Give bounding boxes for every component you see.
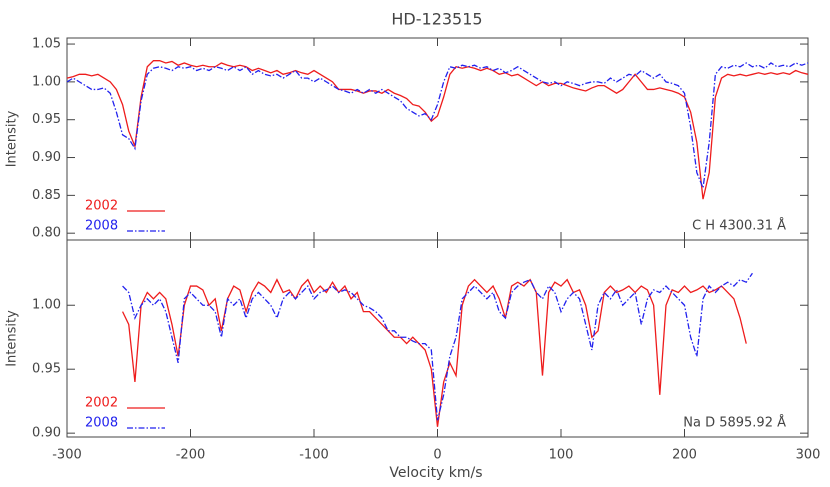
y-tick-label: 0.90 bbox=[32, 150, 61, 165]
y-tick-label: 0.80 bbox=[32, 226, 61, 241]
legend-label: 2002 bbox=[85, 199, 118, 214]
y-tick-label: 1.00 bbox=[32, 74, 61, 89]
plot-frame bbox=[66, 37, 809, 241]
x-tick-label: 300 bbox=[796, 448, 821, 463]
x-tick-label: 100 bbox=[549, 448, 574, 463]
x-tick-label: -300 bbox=[52, 448, 82, 463]
x-tick-label: -200 bbox=[176, 448, 206, 463]
data-line bbox=[121, 278, 747, 427]
legend-label: 2002 bbox=[85, 396, 118, 411]
y-axis-label: Intensity bbox=[5, 310, 20, 367]
x-tick-label: -100 bbox=[299, 448, 329, 463]
y-tick-label: 1.00 bbox=[32, 298, 61, 313]
annotation: Na D 5895.92 Å bbox=[683, 415, 786, 431]
data-line bbox=[66, 60, 809, 200]
data-line bbox=[122, 272, 753, 421]
x-tick-label: 200 bbox=[672, 448, 697, 463]
plot-frame bbox=[66, 239, 809, 438]
y-tick-label: 0.90 bbox=[32, 426, 61, 441]
y-tick-label: 1.05 bbox=[32, 37, 61, 52]
x-axis-label: Velocity km/s bbox=[389, 465, 482, 481]
annotation: C H 4300.31 Å bbox=[692, 218, 786, 234]
y-tick-label: 0.95 bbox=[32, 112, 61, 127]
y-axis-label: Intensity bbox=[5, 110, 20, 167]
data-line bbox=[66, 62, 809, 191]
y-tick-label: 0.85 bbox=[32, 188, 61, 203]
chart-title: HD-123515 bbox=[391, 10, 482, 29]
x-tick-label: 0 bbox=[433, 448, 441, 463]
y-tick-label: 0.95 bbox=[32, 362, 61, 377]
legend-label: 2008 bbox=[85, 219, 118, 234]
legend-label: 2008 bbox=[85, 416, 118, 431]
